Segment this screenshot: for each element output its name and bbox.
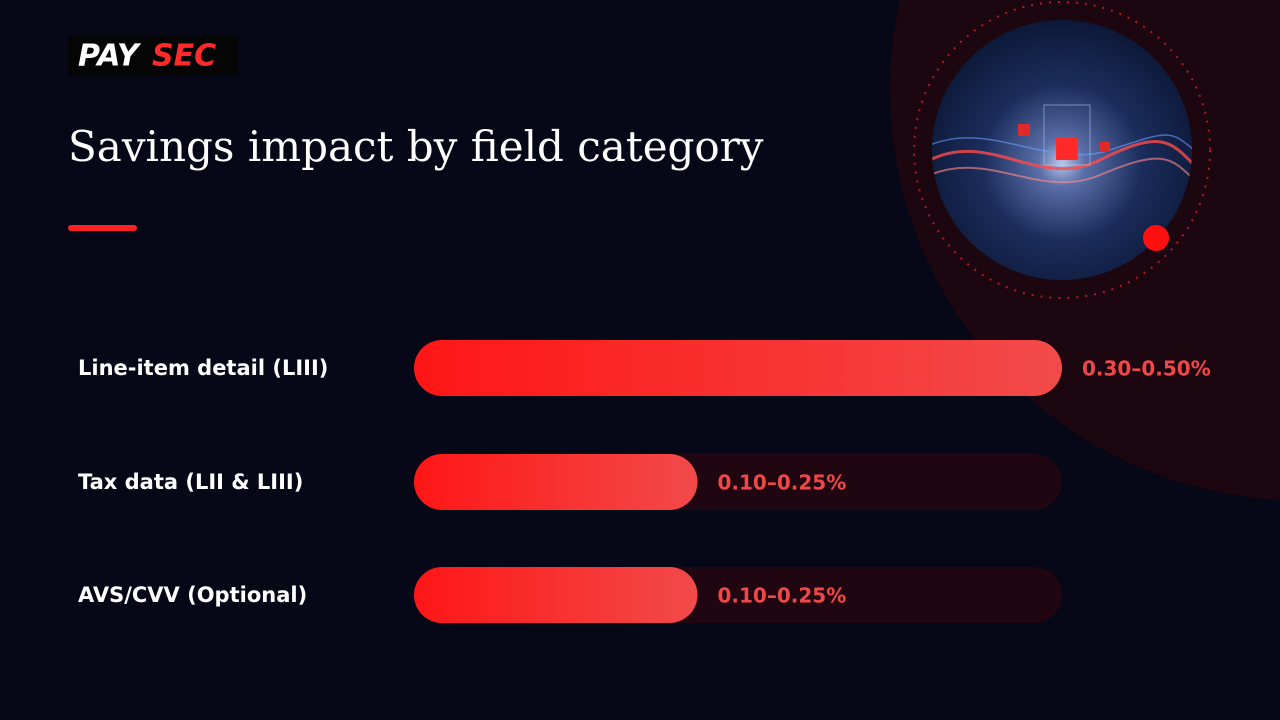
dotted-ring xyxy=(913,1,1211,299)
logo-box xyxy=(68,36,238,76)
bar xyxy=(414,454,698,510)
bar xyxy=(414,340,1062,396)
hero-image xyxy=(932,20,1192,280)
category-label: Line-item detail (LIII) xyxy=(78,356,328,380)
chart-title: Savings impact by field category xyxy=(68,122,764,171)
title-underline xyxy=(68,225,137,231)
accent-dot xyxy=(1143,225,1169,251)
value-label: 0.30–0.50% xyxy=(1082,357,1211,381)
value-label: 0.10–0.25% xyxy=(718,471,847,495)
category-label: Tax data (LII & LIII) xyxy=(78,470,303,494)
logo-text: PAY xyxy=(78,39,142,74)
logo-text: SEC xyxy=(152,39,216,74)
value-label: 0.10–0.25% xyxy=(718,584,847,608)
bar xyxy=(414,567,698,623)
category-label: AVS/CVV (Optional) xyxy=(78,583,307,607)
